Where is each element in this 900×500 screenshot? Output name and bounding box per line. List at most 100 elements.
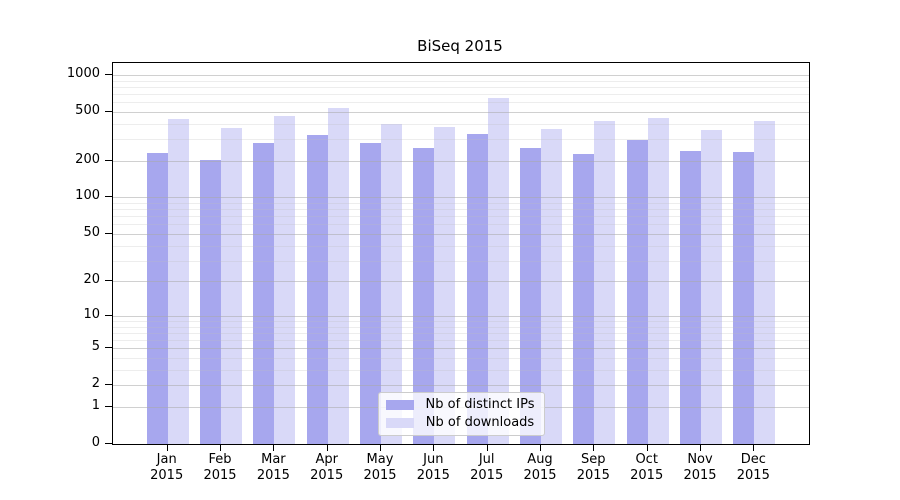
gridline-minor: [113, 332, 809, 334]
grid-layer: [113, 63, 809, 444]
y-tick: [105, 232, 112, 234]
legend-item-distinct-ips: Nb of distinct IPs: [386, 398, 537, 412]
x-tick-label: Oct 2015: [630, 452, 664, 483]
bar-distinct-ips: [573, 153, 595, 444]
gridline-minor: [113, 358, 809, 360]
bar-distinct-ips: [146, 153, 168, 444]
bar-downloads: [647, 118, 669, 444]
x-tick: [646, 444, 648, 451]
bar-downloads: [541, 129, 562, 444]
gridline-minor: [113, 369, 809, 371]
bar-distinct-ips: [253, 143, 275, 444]
y-tick: [105, 73, 112, 75]
gridline-minor: [113, 224, 809, 226]
bar-downloads: [221, 127, 243, 444]
x-tick: [166, 444, 168, 451]
gridline-major: [113, 160, 809, 162]
gridline-major: [113, 281, 809, 283]
bar-downloads: [381, 123, 403, 444]
bar-distinct-ips: [520, 148, 541, 444]
bars-layer: [113, 63, 809, 444]
x-tick: [433, 444, 435, 451]
gridline-minor: [113, 93, 809, 95]
y-tick: [105, 347, 112, 349]
bar-distinct-ips: [733, 151, 755, 444]
x-tick-label: Apr 2015: [310, 452, 344, 483]
gridline-minor: [113, 216, 809, 218]
bar-distinct-ips: [626, 139, 648, 444]
x-tick-label: May 2015: [363, 452, 397, 483]
y-tick-label: 10: [83, 306, 100, 322]
plot-area: [112, 62, 810, 445]
y-tick: [105, 159, 112, 161]
bar-distinct-ips: [680, 151, 701, 444]
x-tick: [540, 444, 541, 451]
x-tick-label: Jan 2015: [150, 452, 184, 483]
x-tick: [753, 444, 755, 451]
x-tick-label: Jun 2015: [416, 452, 450, 483]
chart-title: BiSeq 2015: [417, 37, 503, 55]
bar-downloads: [701, 129, 722, 444]
x-tick-label: Nov 2015: [683, 452, 717, 483]
gridline-major: [113, 74, 809, 76]
gridline-minor: [113, 320, 809, 322]
y-tick-label: 100: [75, 188, 100, 204]
bar-downloads: [594, 120, 616, 444]
gridline-major: [113, 315, 809, 317]
x-tick-label: Dec 2015: [736, 452, 770, 483]
x-tick: [380, 444, 381, 451]
gridline-minor: [113, 102, 809, 104]
gridline-minor: [113, 86, 809, 88]
gridline-major: [113, 233, 809, 235]
gridline-minor: [113, 123, 809, 125]
legend: Nb of distinct IPs Nb of downloads: [378, 392, 545, 436]
bar-downloads: [487, 98, 509, 444]
y-tick-label: 1: [91, 398, 100, 413]
x-tick-label: Mar 2015: [256, 452, 290, 483]
gridline-major: [113, 197, 809, 199]
x-tick: [593, 444, 595, 451]
gridline-minor: [113, 80, 809, 82]
bar-downloads: [434, 126, 456, 444]
y-tick: [105, 280, 112, 282]
y-tick-label: 5: [91, 339, 100, 355]
x-tick-label: Aug 2015: [523, 452, 557, 483]
y-tick-label: 0: [91, 435, 100, 450]
gridline-minor: [113, 340, 809, 342]
y-tick-label: 20: [83, 272, 100, 288]
y-tick-label: 50: [83, 224, 100, 240]
legend-swatch-downloads: [386, 418, 414, 428]
x-tick: [273, 444, 275, 451]
bar-distinct-ips: [306, 135, 328, 444]
gridline-minor: [113, 139, 809, 141]
y-tick: [105, 384, 112, 386]
legend-item-downloads: Nb of downloads: [386, 416, 537, 430]
y-tick: [105, 443, 112, 444]
bar-distinct-ips: [360, 143, 382, 444]
gridline-minor: [113, 326, 809, 328]
bar-distinct-ips: [466, 133, 488, 444]
legend-label-downloads: Nb of downloads: [425, 415, 535, 430]
y-tick-label: 200: [75, 151, 100, 167]
y-tick: [105, 196, 112, 198]
y-tick-label: 1000: [66, 65, 100, 81]
bar-downloads: [327, 107, 349, 444]
legend-label-distinct-ips: Nb of distinct IPs: [425, 397, 535, 412]
bar-distinct-ips: [200, 159, 222, 444]
x-tick: [326, 444, 328, 451]
x-tick: [220, 444, 221, 451]
y-tick: [105, 406, 112, 407]
x-tick: [700, 444, 701, 451]
x-tick-label: Sep 2015: [576, 452, 610, 483]
gridline-minor: [113, 245, 809, 247]
x-tick: [486, 444, 488, 451]
y-tick: [105, 110, 112, 112]
x-tick-label: Feb 2015: [203, 452, 237, 483]
x-tick-label: Jul 2015: [470, 452, 504, 483]
y-tick: [105, 314, 112, 316]
y-tick-label: 500: [75, 102, 100, 118]
gridline-minor: [113, 260, 809, 262]
gridline-major: [113, 385, 809, 387]
gridline-minor: [113, 203, 809, 204]
